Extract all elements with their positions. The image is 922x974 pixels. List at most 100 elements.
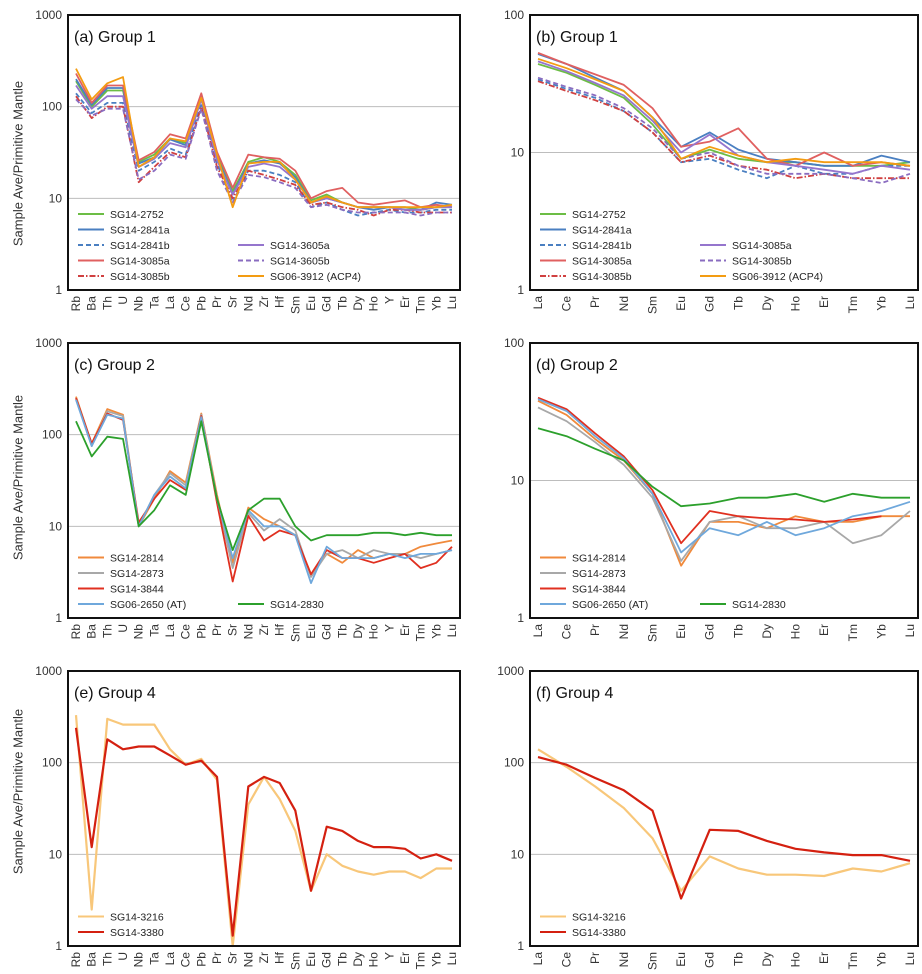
plot-frame <box>67 342 461 619</box>
x-tick-label: Hf <box>273 623 287 636</box>
x-tick-label: Gd <box>320 952 334 968</box>
x-tick-label: Rb <box>69 624 83 640</box>
panel-title: (e) Group 4 <box>74 685 156 702</box>
panel-title: (b) Group 1 <box>536 29 618 46</box>
x-tick-label: Lu <box>903 624 917 637</box>
x-tick-label: Y <box>382 952 396 960</box>
x-tick-label: Pr <box>210 624 224 636</box>
x-tick-label: Tb <box>335 952 349 966</box>
y-tick-label: 1000 <box>35 8 62 22</box>
y-tick-label: 10 <box>511 146 525 160</box>
legend-label: SG14-3085b <box>110 271 170 283</box>
panel-title: (d) Group 2 <box>536 357 618 374</box>
x-tick-label: Nd <box>617 296 631 311</box>
x-tick-label: Ce <box>179 296 193 312</box>
x-tick-label: Eu <box>674 624 688 639</box>
legend-label: SG14-2814 <box>110 553 164 565</box>
y-tick-label: 1000 <box>35 336 62 350</box>
x-tick-label: Nb <box>132 952 146 968</box>
x-tick-label: Yb <box>874 952 888 967</box>
plot-frame <box>67 14 461 291</box>
y-tick-label: 1 <box>55 939 62 953</box>
plot-frame <box>529 670 919 947</box>
x-tick-label: Lu <box>445 296 459 309</box>
y-tick-label: 100 <box>504 756 524 770</box>
legend-label: SG14-3085a <box>110 256 170 268</box>
x-tick-label: Ta <box>147 624 161 637</box>
x-tick-label: Lu <box>445 952 459 965</box>
x-tick-label: Dy <box>760 952 774 967</box>
series-line-sg14-3085b <box>75 95 452 217</box>
x-tick-label: La <box>163 296 177 310</box>
x-tick-label: Nb <box>132 624 146 640</box>
legend-label: SG14-3216 <box>110 912 164 924</box>
x-tick-label: Sm <box>288 624 302 642</box>
x-tick-label: Lu <box>445 624 459 637</box>
x-tick-label: Ta <box>147 296 161 309</box>
series-line-sg14-2814 <box>537 399 910 567</box>
series-line-sg14-3085a <box>537 60 911 175</box>
series-line-sg14-2841b <box>75 92 452 217</box>
panel-b: 1 10 100 (b) Group 1 La Ce Pr Nd Sm Eu Gd Tb Dy Ho Er T… <box>504 8 919 314</box>
x-tick-label: La <box>531 952 545 966</box>
series-line-sg14-3605b <box>75 98 452 217</box>
x-tick-label: Nd <box>617 624 631 639</box>
y-tick-label: 10 <box>511 847 525 861</box>
panel-e: 1 10 100 1000 (e) Group 4 Rb Ba Th U Nb Ta La Ce Pb Pr… <box>35 664 461 970</box>
legend-label: SG14-3085a <box>732 240 792 252</box>
legend-label: SG14-2830 <box>732 599 786 611</box>
x-tick-label: Tm <box>414 952 428 969</box>
y-tick-label: 100 <box>504 8 524 22</box>
x-tick-label: La <box>163 624 177 638</box>
series-line-sg06-3912-acp4- <box>75 68 453 209</box>
x-tick-label: Dy <box>351 624 365 639</box>
x-tick-label: Eu <box>304 624 318 639</box>
x-tick-label: Eu <box>674 296 688 311</box>
x-tick-label: Er <box>817 624 831 636</box>
x-tick-label: Zr <box>257 952 271 963</box>
x-tick-label: Pb <box>194 624 208 639</box>
x-tick-label: Nd <box>241 952 255 967</box>
x-tick-label: Yb <box>874 624 888 639</box>
x-tick-label: Tm <box>846 624 860 641</box>
x-tick-label: La <box>531 624 545 638</box>
legend-label: SG14-2873 <box>110 568 164 580</box>
x-tick-label: Dy <box>351 952 365 967</box>
panel-title: (a) Group 1 <box>74 29 156 46</box>
x-tick-label: Zr <box>257 624 271 635</box>
x-tick-label: Sm <box>288 296 302 314</box>
x-tick-label: Yb <box>429 624 443 639</box>
x-tick-label: Nb <box>132 296 146 312</box>
x-tick-label: Sr <box>226 296 240 308</box>
x-tick-label: Dy <box>760 624 774 639</box>
x-tick-label: Tm <box>414 624 428 641</box>
x-tick-label: Nd <box>617 952 631 967</box>
x-tick-label: Ho <box>789 624 803 640</box>
x-tick-label: Y <box>382 296 396 304</box>
legend-label: SG14-2873 <box>572 568 626 580</box>
legend-label: SG14-3844 <box>110 584 164 596</box>
x-tick-label: Ba <box>85 952 99 967</box>
x-tick-label: Rb <box>69 952 83 968</box>
legend-label: SG14-2830 <box>270 599 324 611</box>
y-tick-label: 1 <box>55 611 62 625</box>
x-tick-label: Tm <box>846 296 860 313</box>
y-axis-label-a: Sample Ave/Primitive Mantle <box>10 80 26 247</box>
x-tick-label: Pb <box>194 952 208 967</box>
x-tick-label: Gd <box>703 624 717 640</box>
series-line-sg14-2841a <box>75 78 453 211</box>
x-tick-label: Sr <box>226 624 240 636</box>
legend-label: SG14-3380 <box>572 927 626 939</box>
x-tick-label: Hf <box>273 295 287 308</box>
series-line-sg14-2830 <box>75 420 452 551</box>
legend-label: SG14-2841a <box>572 225 632 237</box>
x-tick-label: Gd <box>320 296 334 312</box>
legend-label: SG14-3605b <box>270 256 330 268</box>
y-tick-label: 1 <box>517 283 524 297</box>
x-tick-label: Sm <box>288 952 302 970</box>
legend-label: SG14-2841b <box>572 240 632 252</box>
series-line-sg14-3380 <box>537 756 911 900</box>
panel-title: (c) Group 2 <box>74 357 155 374</box>
x-tick-label: Tb <box>731 624 745 638</box>
series-line-sg14-2830 <box>537 427 910 508</box>
